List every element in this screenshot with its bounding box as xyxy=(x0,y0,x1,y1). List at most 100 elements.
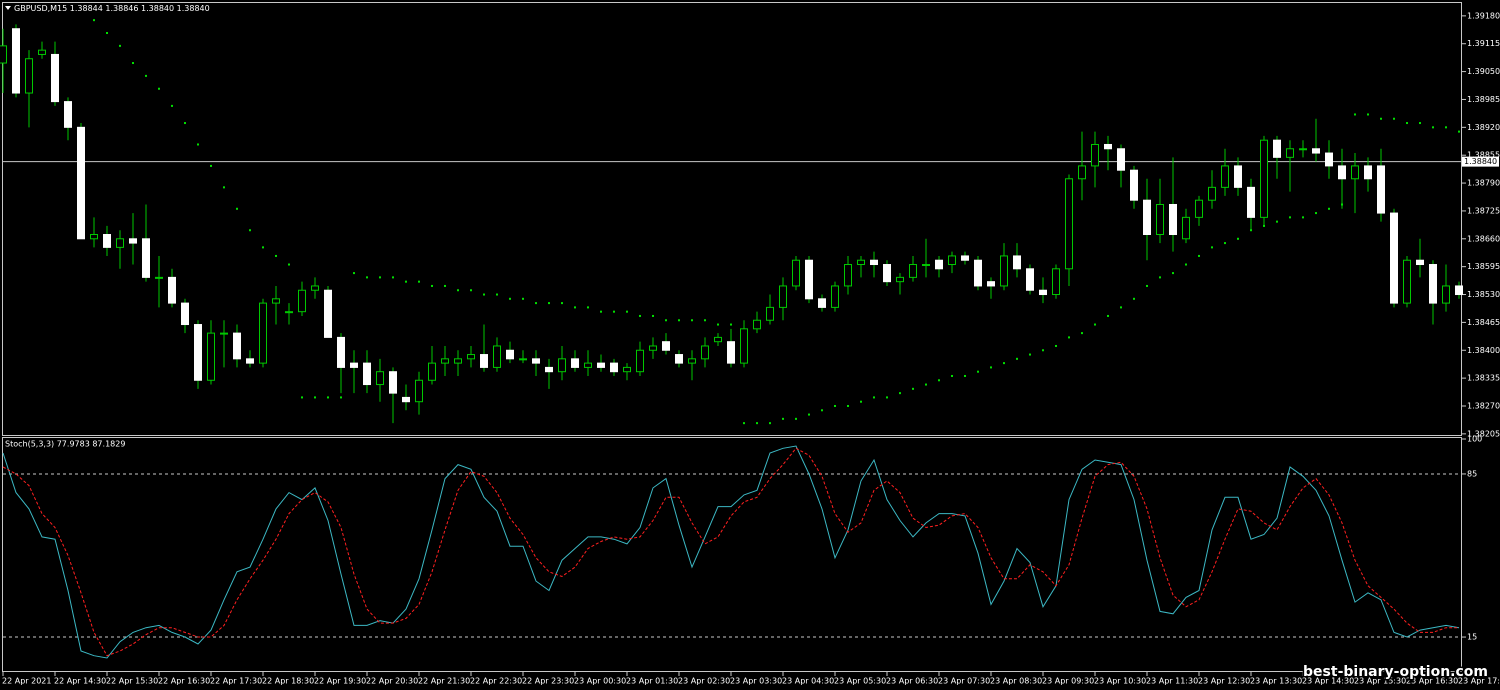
y-tick-label: 100 xyxy=(1467,435,1482,444)
x-tick-label: 22 Apr 21:30 xyxy=(418,677,470,686)
sar-dot xyxy=(431,284,433,287)
sar-dot xyxy=(1380,117,1382,120)
candle-body xyxy=(1416,259,1424,266)
sar-dot xyxy=(873,396,875,399)
candle-body xyxy=(883,264,891,283)
sar-dot xyxy=(977,370,979,373)
candle-body xyxy=(285,311,293,314)
sar-dot xyxy=(496,293,498,296)
candle-body xyxy=(1455,285,1463,296)
sar-dot xyxy=(1003,362,1005,365)
x-tick-label: 23 Apr 03:30 xyxy=(730,677,782,686)
sar-dot xyxy=(1159,276,1161,279)
candle-body xyxy=(922,264,930,267)
candle-body xyxy=(1286,148,1294,158)
candle-body xyxy=(181,302,189,326)
sar-dot xyxy=(1432,126,1434,129)
sar-dot xyxy=(392,276,394,279)
x-tick-label: 23 Apr 07:30 xyxy=(938,677,990,686)
candle-body xyxy=(298,289,306,313)
candle-body xyxy=(1299,148,1307,151)
y-tick-label: 1.38985 xyxy=(1467,95,1500,104)
x-tick-label: 23 Apr 01:30 xyxy=(626,677,678,686)
x-tick-label: 22 Apr 14:30 xyxy=(54,677,106,686)
candle-body xyxy=(1442,285,1450,304)
y-tick-label: 1.38335 xyxy=(1467,374,1500,383)
y-tick-label: 85 xyxy=(1467,469,1477,478)
sar-dot xyxy=(1289,216,1291,219)
candle-body xyxy=(1182,216,1190,240)
candle-body xyxy=(701,345,709,360)
sar-dot xyxy=(418,280,420,283)
x-tick-label: 22 Apr 22:30 xyxy=(470,677,522,686)
candle-body xyxy=(441,358,449,364)
sar-dot xyxy=(925,383,927,386)
sar-dot xyxy=(1042,349,1044,352)
candle-body xyxy=(64,101,72,128)
sar-dot xyxy=(795,417,797,420)
sar-dot xyxy=(1263,224,1265,227)
price-label-box xyxy=(1462,156,1499,167)
y-tick-label: 1.38530 xyxy=(1467,290,1500,299)
sar-dot xyxy=(483,293,485,296)
sar-dot xyxy=(1016,357,1018,360)
x-tick-label: 23 Apr 15:30 xyxy=(1354,677,1406,686)
sar-dot xyxy=(275,254,277,257)
sar-dot xyxy=(756,422,758,425)
candle-body xyxy=(402,396,410,403)
sar-dot xyxy=(678,319,680,322)
sar-dot xyxy=(860,400,862,403)
candle-body xyxy=(792,259,800,287)
x-tick-label: 23 Apr 16:30 xyxy=(1406,677,1458,686)
sar-dot xyxy=(132,62,134,65)
candle-body xyxy=(233,332,241,360)
candle-body xyxy=(259,302,267,364)
sar-dot xyxy=(1458,130,1460,133)
candle-body xyxy=(116,238,124,248)
sar-dot xyxy=(769,422,771,425)
candle-body xyxy=(961,255,969,261)
sar-dot xyxy=(743,422,745,425)
sar-dot xyxy=(1341,203,1343,206)
sar-dot xyxy=(1224,242,1226,245)
candle-body xyxy=(1013,255,1021,270)
x-tick-label: 22 Apr 19:30 xyxy=(314,677,366,686)
x-tick-label: 22 Apr 16:30 xyxy=(158,677,210,686)
candle-body xyxy=(1117,148,1125,171)
candle-body xyxy=(337,336,345,368)
menu-arrow[interactable] xyxy=(5,6,11,10)
stoch-line xyxy=(2,447,1459,657)
candle-body xyxy=(1273,139,1281,158)
sar-dot xyxy=(1120,306,1122,309)
y-tick-label: 1.38400 xyxy=(1467,346,1500,355)
sar-dot xyxy=(457,289,459,292)
sar-dot xyxy=(964,374,966,377)
sar-dot xyxy=(1094,323,1096,326)
y-tick-label: 1.38465 xyxy=(1467,318,1500,327)
candle-body xyxy=(1169,203,1177,236)
sar-dot xyxy=(444,284,446,287)
candle-body xyxy=(1234,165,1242,188)
sar-dot xyxy=(1029,353,1031,356)
y-tick-label: 1.38855 xyxy=(1467,151,1500,160)
sar-dot xyxy=(509,297,511,300)
candle-body xyxy=(168,276,176,304)
candle-body xyxy=(857,259,865,266)
candle-body xyxy=(1000,255,1008,287)
candle-body xyxy=(675,354,683,364)
candle-body xyxy=(974,259,982,287)
candle-body xyxy=(142,238,150,278)
sar-dot xyxy=(717,323,719,326)
y-tick-label: 1.38595 xyxy=(1467,262,1500,271)
sar-dot xyxy=(1328,207,1330,210)
candle-body xyxy=(558,358,566,373)
sar-dot xyxy=(470,289,472,292)
candle-body xyxy=(519,358,527,361)
candle-body xyxy=(1091,143,1099,167)
sar-dot xyxy=(1302,216,1304,219)
candle-body xyxy=(428,362,436,381)
sar-dot xyxy=(171,104,173,107)
candle-body xyxy=(831,285,839,308)
candle-body xyxy=(649,345,657,351)
